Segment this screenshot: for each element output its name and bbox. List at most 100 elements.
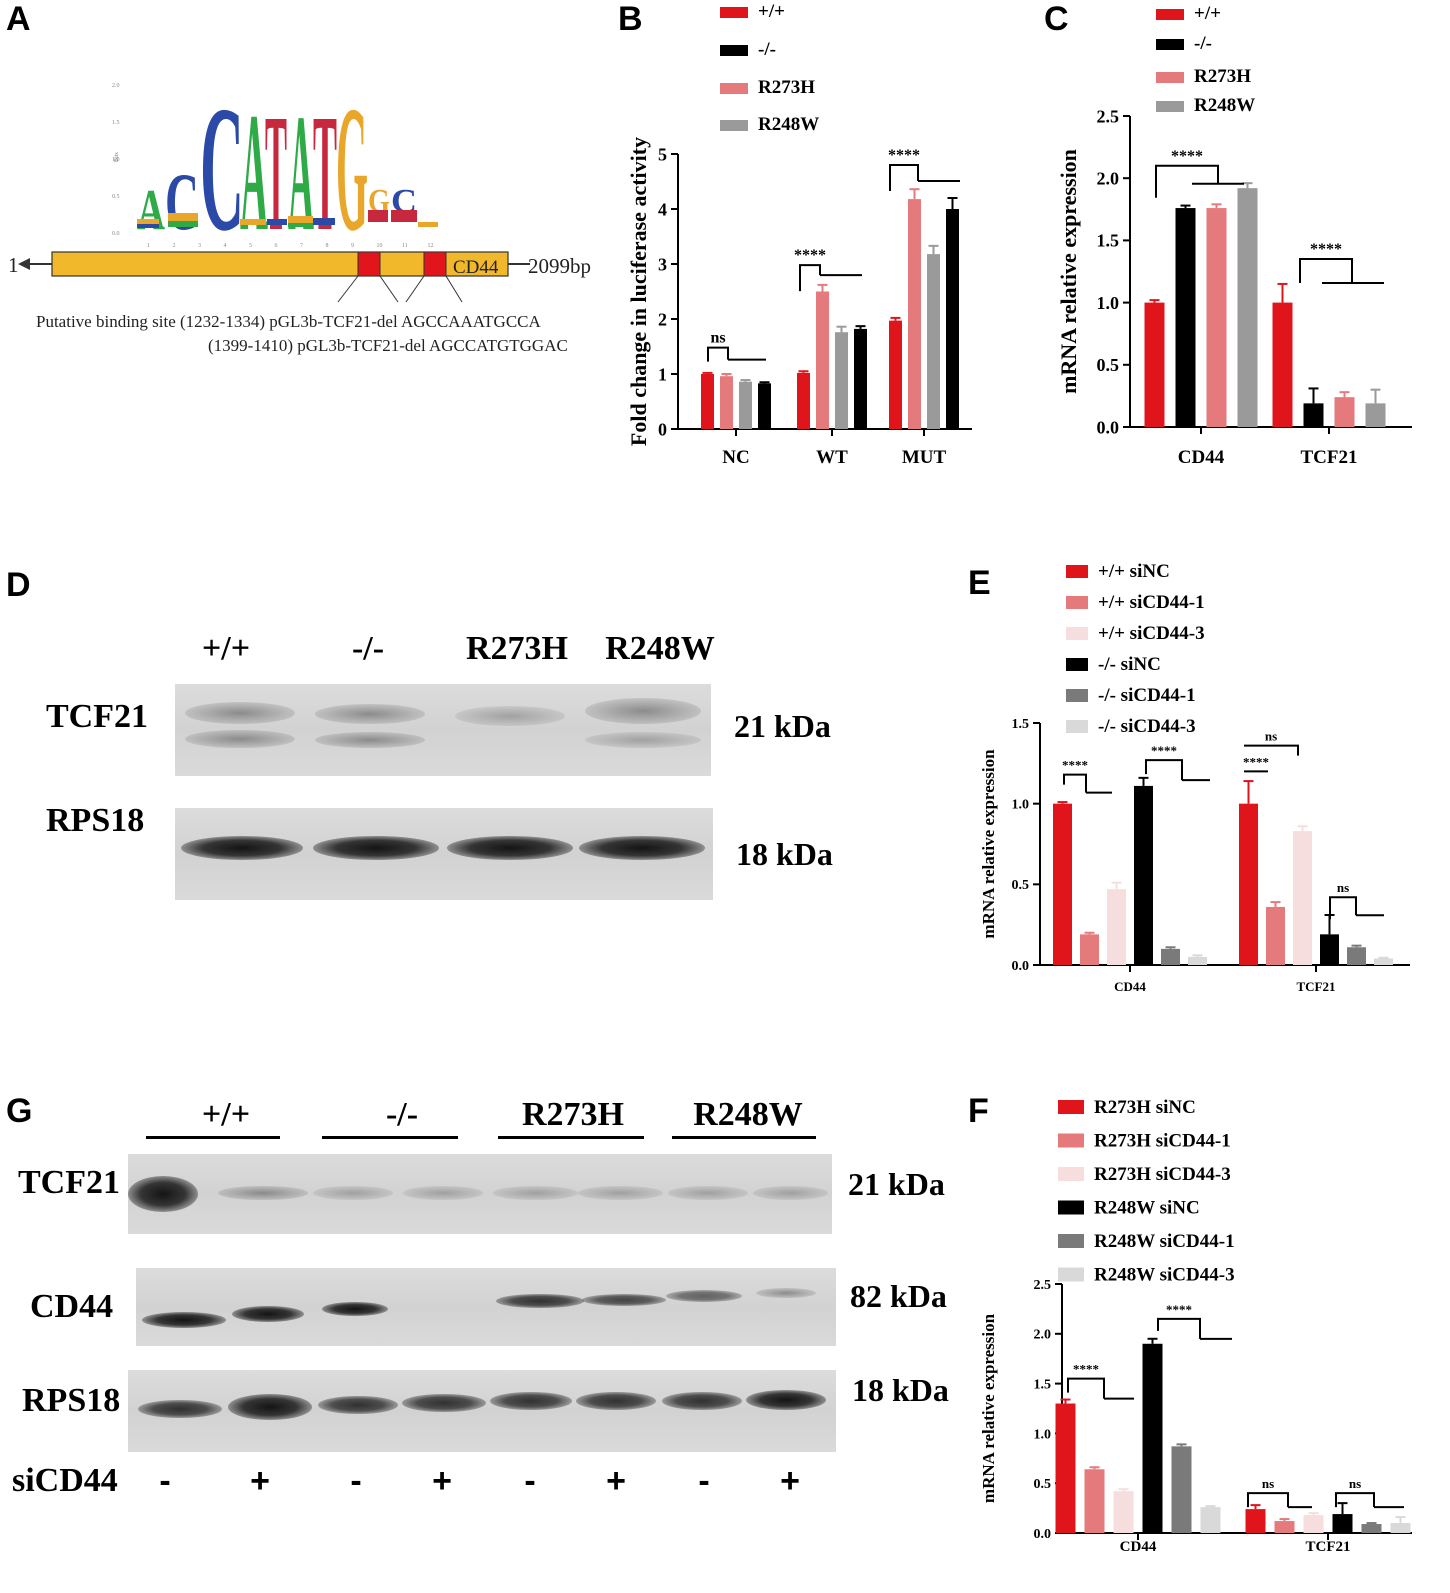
logo-letter: T xyxy=(313,80,337,266)
blot-rps18-d xyxy=(175,808,713,900)
panel-label-c: C xyxy=(1044,0,1069,38)
y-tick-label: 0.0 xyxy=(1012,959,1030,974)
legend-label: R273H xyxy=(758,77,815,98)
legend-swatch xyxy=(1058,1267,1084,1282)
sequence-logo: Bits 2.01.51.00.50.0 1 2 3 4 5 6 7 8 9 10 11 12 A C… xyxy=(112,69,438,268)
legend-label: -/- xyxy=(1194,33,1212,54)
legend-label: -/- xyxy=(758,39,776,60)
end-position-label: 2099bp xyxy=(528,254,591,278)
bar xyxy=(1055,1403,1076,1533)
significance-label: ns xyxy=(1349,1476,1361,1491)
lane-label: -/- xyxy=(351,630,385,667)
bar xyxy=(1365,403,1386,427)
kda-label: 82 kDa xyxy=(850,1278,947,1314)
legend-swatch xyxy=(1058,1200,1084,1215)
legend-label: R248W siNC xyxy=(1094,1198,1200,1219)
significance-bracket xyxy=(799,264,862,292)
legend-label: R248W siCD44-1 xyxy=(1094,1231,1235,1252)
y-tick-label: 1.5 xyxy=(1034,1378,1052,1393)
significance-label: ns xyxy=(1265,729,1277,744)
legend-swatch xyxy=(1066,689,1088,702)
bar xyxy=(1334,397,1355,427)
logo-letter: C xyxy=(200,69,244,268)
significance-label: **** xyxy=(1243,754,1269,769)
bar xyxy=(1053,803,1072,965)
protein-label: RPS18 xyxy=(46,802,145,839)
legend-swatch xyxy=(720,120,748,131)
y-tick-label: 2.5 xyxy=(1034,1278,1052,1293)
panel-a-motif-diagram: Bits 2.01.51.00.50.0 1 2 3 4 5 6 7 8 9 10 11 12 A C… xyxy=(8,69,591,303)
binding-site-box xyxy=(423,251,447,277)
y-tick-label: 0.5 xyxy=(1012,878,1030,893)
bar xyxy=(1113,1491,1134,1533)
bar xyxy=(1272,302,1293,427)
protein-label: RPS18 xyxy=(22,1382,121,1419)
y-tick-label: 1.0 xyxy=(1012,798,1030,813)
legend-swatch xyxy=(1058,1133,1084,1148)
bar xyxy=(1084,1469,1105,1533)
bar xyxy=(1175,208,1196,427)
treatment-sign: + xyxy=(432,1462,452,1500)
bar xyxy=(1142,1343,1163,1533)
bar xyxy=(1171,1446,1192,1533)
bar xyxy=(739,381,752,429)
bar xyxy=(1206,208,1227,427)
legend-swatch xyxy=(1058,1167,1084,1181)
x-tick-label: MUT xyxy=(902,447,947,468)
bar xyxy=(1239,803,1258,965)
bar xyxy=(1332,1514,1353,1533)
bar xyxy=(1361,1524,1382,1533)
bar xyxy=(1274,1521,1295,1533)
group-underline xyxy=(322,1136,458,1139)
y-tick-label: 2.0 xyxy=(1034,1328,1052,1343)
group-underline xyxy=(672,1136,816,1139)
y-tick-label: 3 xyxy=(658,254,667,274)
y-tick-label: 2 xyxy=(658,309,667,329)
significance-bracket xyxy=(1329,896,1384,920)
bar xyxy=(1200,1507,1221,1533)
logo-xtick-label: 12 xyxy=(428,243,434,249)
y-axis-title: mRNA relative expression xyxy=(979,1313,998,1503)
legend-swatch xyxy=(1066,720,1088,733)
blot-tcf21-g xyxy=(128,1154,832,1234)
legend-label: R248W xyxy=(758,114,819,135)
legend-label: +/+ xyxy=(1194,3,1221,24)
legend-label: R273H siCD44-1 xyxy=(1094,1131,1231,1152)
bar xyxy=(1303,1515,1324,1533)
legend-swatch xyxy=(1156,39,1184,50)
panel-label-e: E xyxy=(968,564,991,602)
significance-bracket xyxy=(1247,1492,1312,1509)
treatment-label: siCD44 xyxy=(12,1462,118,1499)
kda-label: 21 kDa xyxy=(734,708,831,744)
significance-bracket xyxy=(889,164,960,191)
significance-bracket xyxy=(1335,1492,1404,1509)
bar xyxy=(854,328,867,429)
logo-xtick-label: 10 xyxy=(377,243,383,249)
group-underline xyxy=(146,1136,280,1139)
significance-bracket xyxy=(1244,744,1299,756)
legend-swatch xyxy=(1066,565,1088,578)
y-tick-label: 1.0 xyxy=(1034,1427,1052,1442)
legend-swatch xyxy=(1156,9,1184,20)
significance-label: **** xyxy=(1171,148,1203,165)
significance-bracket xyxy=(1157,1317,1232,1340)
bar xyxy=(927,254,940,429)
bar xyxy=(1390,1523,1411,1533)
group-label: -/- xyxy=(385,1096,419,1133)
logo-ytick-label: 0.5 xyxy=(112,194,120,200)
bar xyxy=(889,320,902,429)
legend-label: +/+ siCD44-3 xyxy=(1098,623,1205,644)
bar xyxy=(1144,302,1165,427)
kda-label: 18 kDa xyxy=(852,1372,949,1408)
legend-swatch xyxy=(720,7,748,18)
y-tick-label: 2.0 xyxy=(1097,169,1120,189)
legend-label: -/- siNC xyxy=(1098,654,1161,675)
bar xyxy=(1107,889,1126,965)
treatment-sign: + xyxy=(250,1462,270,1500)
legend-label: R273H siNC xyxy=(1094,1097,1196,1118)
bar xyxy=(1293,831,1312,965)
y-tick-label: 5 xyxy=(658,144,667,164)
x-tick-label: TCF21 xyxy=(1306,1539,1351,1555)
legend-swatch xyxy=(720,45,748,56)
legend-label: R273H siCD44-3 xyxy=(1094,1164,1231,1185)
